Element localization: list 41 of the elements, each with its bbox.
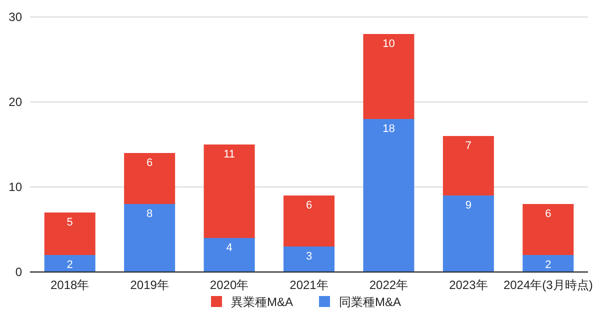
data-label: 6 — [146, 157, 153, 169]
data-label: 2 — [66, 259, 73, 271]
bar — [522, 204, 574, 255]
data-label: 6 — [545, 208, 552, 220]
data-label: 11 — [224, 148, 235, 160]
data-label: 4 — [226, 242, 232, 254]
legend-label: 同業種M&A — [339, 295, 402, 309]
data-label: 9 — [465, 200, 472, 212]
bar — [44, 255, 96, 272]
bar — [204, 144, 255, 238]
bar — [363, 119, 414, 272]
data-label: 2 — [545, 259, 552, 271]
bar — [522, 255, 574, 272]
legend-label: 異業種M&A — [231, 295, 294, 309]
y-tick-label: 10 — [8, 180, 22, 194]
x-tick-label: 2018年 — [50, 278, 90, 292]
data-label: 5 — [66, 216, 73, 228]
x-tick-label: 2022年 — [369, 278, 408, 292]
data-label: 6 — [306, 200, 312, 212]
bar — [124, 204, 176, 272]
bar — [124, 153, 176, 204]
data-label: 7 — [465, 140, 472, 152]
y-tick-label: 30 — [8, 10, 22, 24]
data-label: 18 — [382, 123, 395, 135]
bar — [283, 196, 335, 246]
data-label: 8 — [146, 208, 153, 220]
bar — [363, 34, 414, 119]
x-tick-label: 2023年 — [449, 278, 488, 292]
x-tick-label: 2024年(3月時点) — [503, 278, 593, 292]
y-tick-label: 20 — [8, 95, 22, 109]
bar — [283, 246, 335, 272]
x-tick-label: 2019年 — [130, 278, 169, 292]
x-tick-label: 2021年 — [290, 278, 328, 292]
x-tick-label: 2020年 — [210, 278, 249, 292]
data-label: 3 — [306, 250, 312, 262]
bar — [204, 238, 255, 272]
bar — [44, 212, 96, 255]
y-tick-label: 0 — [15, 265, 22, 279]
bar — [442, 136, 494, 196]
data-label: 10 — [382, 38, 395, 50]
bar — [442, 196, 494, 272]
